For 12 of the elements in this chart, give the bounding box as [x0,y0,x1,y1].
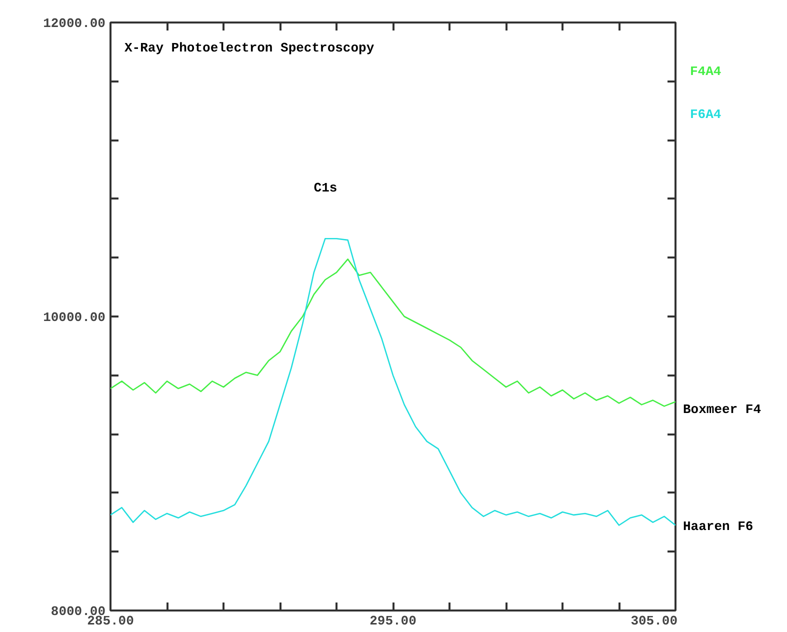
x-tick-label: 295.00 [370,614,417,628]
line-series [110,258,676,407]
y-tick-label: 10000.00 [43,310,106,325]
y-tick-label: 12000.00 [43,16,106,31]
line-series [110,238,676,526]
text: X-Ray Photoelectron Spectroscopy [124,40,374,56]
annotation: C1s [314,180,338,196]
series-name: F4A4 [690,63,722,81]
annotation: Boxmeer F4 [683,401,762,419]
x-tick-label: 305.00 [630,614,678,628]
annotation: Haaren F6 [683,518,754,536]
series-name: F6A4 [690,106,722,124]
